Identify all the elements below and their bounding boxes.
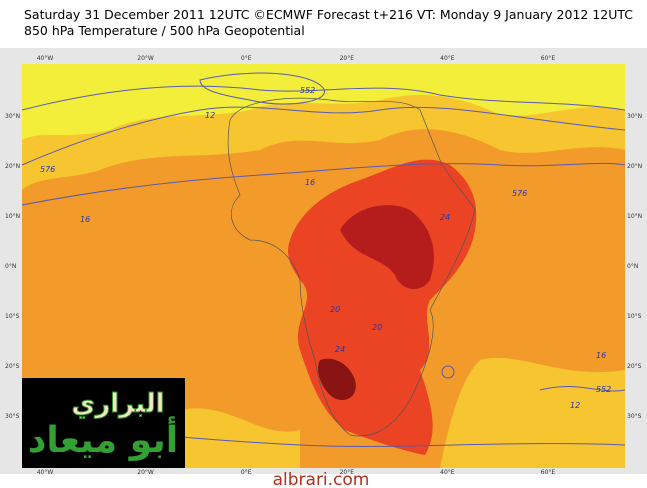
contour [441,365,455,379]
latitude-label: 20°S [627,363,642,370]
contour [21,106,626,166]
header-line-2: 850 hPa Temperature / 500 hPa Geopotenti… [24,23,305,38]
longitude-label: 20°W [137,55,154,62]
longitude-label: 20°W [137,469,154,476]
latitude-label: 30°S [5,413,20,420]
field-dark-red [340,205,434,290]
contour-label: 24 [440,213,450,222]
contour-label: 16 [80,215,90,224]
contour [199,72,325,105]
latitude-label: 0°N [5,263,16,270]
field-dark-red-south [318,358,356,400]
logo: البراري أبو ميعاد [22,378,185,468]
longitude-label: 20°E [340,55,355,62]
longitude-label: 40°E [440,55,455,62]
contour-label: 16 [305,178,315,187]
latitude-label: 10°S [627,313,642,320]
latitude-label: 10°N [5,213,20,220]
coastline-africa [227,97,476,437]
contour-label: 24 [335,345,345,354]
latitude-label: 30°N [5,113,20,120]
logo-line-2: أبو ميعاد [28,416,178,461]
logo-line-1: البراري [71,389,164,419]
latitude-label: 30°N [627,113,642,120]
longitude-label: 40°E [440,469,455,476]
contour-label: 12 [570,401,580,410]
contour [21,85,626,111]
header-line-1: Saturday 31 December 2011 12UTC ©ECMWF F… [24,7,633,22]
contour [539,386,626,392]
graticule-labels: 40°W 40°W 20°W 20°W 0°E 0°E 20°E 20°E 40°E 40°E 60… [5,55,642,476]
field-southeast-yellow [440,357,625,468]
latitude-label: 10°N [627,213,642,220]
contour-label: 20 [372,323,382,332]
latitude-label: 30°S [627,413,642,420]
latitude-label: 10°S [5,313,20,320]
longitude-label: 20°E [340,469,355,476]
contour-label: 16 [596,351,606,360]
contour-label: 12 [205,111,215,120]
latitude-label: 0°N [627,263,638,270]
contour-label: 20 [330,305,340,314]
latitude-label: 20°S [5,363,20,370]
contour-label: 576 [40,165,55,174]
contour-labels: 552 576 12 16 16 20 24 20 24 12 552 576 16 [40,86,611,410]
contour-label: 576 [512,189,527,198]
longitude-label: 0°E [241,469,252,476]
latitude-label: 20°N [627,163,642,170]
latitude-label: 20°N [5,163,20,170]
longitude-label: 0°E [241,55,252,62]
longitude-label: 60°E [541,469,556,476]
footer: albrari.com [273,470,370,488]
field-yellow [22,64,625,140]
contour [21,162,626,206]
longitude-label: 40°W [37,469,54,476]
contour-label: 552 [596,385,611,394]
logo-box [22,378,185,468]
contour-label: 552 [300,86,315,95]
longitude-label: 40°W [37,55,54,62]
longitude-label: 60°E [541,55,556,62]
